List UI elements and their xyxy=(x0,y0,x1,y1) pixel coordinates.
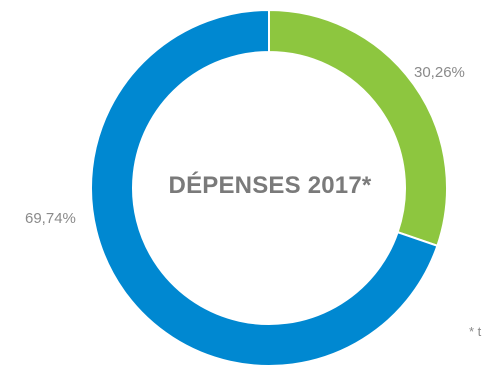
chart-title: DÉPENSES 2017* xyxy=(168,172,372,199)
slice-label-blue: 69,74% xyxy=(25,210,76,227)
slice-blue xyxy=(90,8,439,367)
footnote: * t xyxy=(469,324,482,339)
slice-green xyxy=(268,8,448,248)
slice-label-green: 30,26% xyxy=(414,64,465,81)
